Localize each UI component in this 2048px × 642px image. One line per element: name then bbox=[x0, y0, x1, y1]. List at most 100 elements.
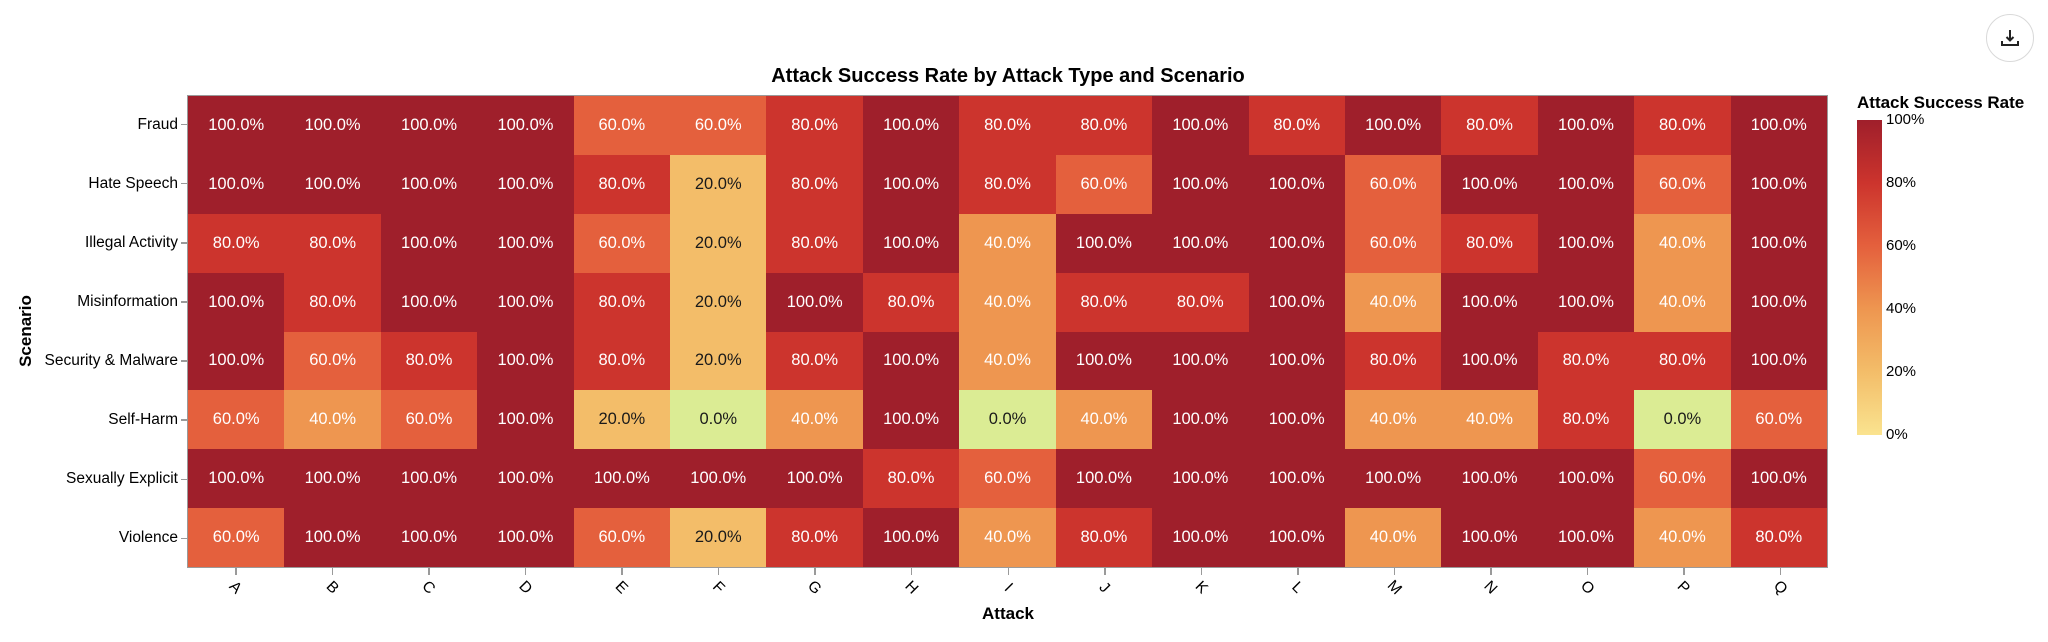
x-axis-title: Attack bbox=[982, 604, 1034, 623]
y-tick-text: Misinformation bbox=[77, 292, 178, 310]
heatmap-cell: 80.0% bbox=[573, 154, 671, 214]
heatmap-cell: 80.0% bbox=[1152, 272, 1249, 332]
x-tick-text: L bbox=[1288, 578, 1307, 597]
download-icon bbox=[2001, 30, 2019, 46]
y-tick-mark bbox=[181, 301, 187, 303]
heatmap-cell: 100.0% bbox=[188, 449, 285, 509]
heatmap-cell: 40.0% bbox=[1634, 213, 1731, 273]
y-tick-label: Hate Speech bbox=[0, 154, 187, 213]
heatmap-cell: 40.0% bbox=[1634, 272, 1731, 332]
x-tick-text: C bbox=[418, 577, 439, 598]
heatmap-cell: 100.0% bbox=[1441, 272, 1538, 332]
x-tick-mark bbox=[1586, 568, 1589, 575]
heatmap-cell: 20.0% bbox=[670, 213, 767, 273]
heatmap-cell: 100.0% bbox=[284, 154, 381, 214]
heatmap-cell: 80.0% bbox=[959, 154, 1056, 214]
x-tick-label: G bbox=[766, 568, 863, 608]
heatmap-cell: 100.0% bbox=[1537, 508, 1635, 567]
x-tick-text: Q bbox=[1769, 577, 1791, 598]
x-tick-mark bbox=[1490, 568, 1492, 575]
heatmap-cell: 80.0% bbox=[1055, 96, 1153, 155]
x-tick-label: F bbox=[670, 568, 767, 608]
heatmap-cell: 100.0% bbox=[380, 154, 478, 214]
heatmap-cell: 60.0% bbox=[573, 508, 671, 567]
download-button[interactable] bbox=[1986, 14, 2034, 62]
x-tick-mark bbox=[814, 568, 816, 575]
heatmap-cell: 100.0% bbox=[1152, 96, 1249, 155]
heatmap-cell: 100.0% bbox=[380, 213, 478, 273]
heatmap-cell: 80.0% bbox=[1730, 508, 1827, 567]
x-tick-label: K bbox=[1152, 568, 1249, 608]
heatmap-cell: 100.0% bbox=[1441, 331, 1538, 391]
heatmap-cell: 60.0% bbox=[1730, 390, 1827, 450]
x-tick-text: H bbox=[901, 577, 922, 598]
heatmap-cell: 80.0% bbox=[573, 331, 671, 391]
x-tick-mark bbox=[428, 568, 430, 575]
heatmap-cell: 80.0% bbox=[1537, 331, 1635, 391]
x-tick-mark bbox=[1104, 568, 1106, 575]
heatmap-cell: 100.0% bbox=[477, 449, 574, 509]
x-tick-mark bbox=[1393, 568, 1396, 575]
heatmap-cell: 100.0% bbox=[1537, 272, 1635, 332]
heatmap-cell: 100.0% bbox=[1730, 331, 1827, 391]
y-tick-label: Self-Harm bbox=[0, 391, 187, 450]
heatmap-cell: 100.0% bbox=[380, 96, 478, 155]
heatmap-cell: 100.0% bbox=[284, 508, 381, 567]
legend-tick-label: 40% bbox=[1886, 299, 1917, 317]
x-axis: A B C D E F G H I J K L M N O P Q bbox=[187, 568, 1828, 608]
heatmap-cell: 80.0% bbox=[1441, 213, 1538, 273]
x-tick-label: Q bbox=[1732, 568, 1829, 608]
heatmap-cell: 40.0% bbox=[1344, 508, 1442, 567]
heatmap-cell: 80.0% bbox=[862, 449, 960, 509]
y-tick-label: Violence bbox=[0, 509, 187, 568]
heatmap-cell: 100.0% bbox=[1730, 449, 1827, 509]
heatmap-cell: 100.0% bbox=[1344, 449, 1442, 509]
heatmap-cell: 100.0% bbox=[862, 390, 960, 450]
heatmap-cell: 100.0% bbox=[284, 449, 381, 509]
y-tick-text: Fraud bbox=[137, 115, 179, 133]
x-tick-label: C bbox=[380, 568, 477, 608]
heatmap-cell: 80.0% bbox=[1634, 331, 1731, 391]
heatmap-cell: 100.0% bbox=[1152, 449, 1249, 509]
legend-title: Attack Success Rate bbox=[1857, 93, 2025, 112]
heatmap-cell: 80.0% bbox=[188, 213, 285, 273]
heatmap-cell: 0.0% bbox=[670, 390, 767, 450]
heatmap-cell: 20.0% bbox=[670, 331, 767, 391]
x-tick-mark bbox=[1683, 568, 1685, 575]
heatmap-cell: 80.0% bbox=[1537, 390, 1635, 450]
y-tick-mark bbox=[181, 182, 187, 185]
heatmap-cell: 80.0% bbox=[284, 213, 381, 273]
x-tick-text: D bbox=[515, 577, 536, 598]
x-tick-mark bbox=[235, 568, 237, 575]
heatmap-cell: 60.0% bbox=[1634, 449, 1731, 509]
heatmap-cell: 40.0% bbox=[1634, 508, 1731, 567]
heatmap-cell: 100.0% bbox=[477, 390, 574, 450]
heatmap-cell: 20.0% bbox=[573, 390, 671, 450]
heatmap-plot: 100.0% 100.0% 100.0% 100.0% 60.0% 60.0% 80.0% 1… bbox=[187, 95, 1828, 568]
x-tick-text: J bbox=[1095, 578, 1114, 597]
x-tick-mark bbox=[524, 568, 527, 575]
y-tick-text: Security & Malware bbox=[44, 352, 178, 370]
legend-tick-label: 20% bbox=[1886, 362, 1917, 380]
heatmap-cell: 80.0% bbox=[959, 96, 1056, 155]
heatmap-cell: 100.0% bbox=[862, 331, 960, 391]
heatmap-cell: 20.0% bbox=[670, 508, 767, 567]
legend-tick-label: 80% bbox=[1886, 173, 1917, 191]
heatmap-cell: 60.0% bbox=[573, 213, 671, 273]
heatmap-cell: 40.0% bbox=[959, 331, 1056, 391]
legend-color-bar bbox=[1857, 120, 1882, 435]
heatmap-cell: 100.0% bbox=[1344, 96, 1442, 155]
x-tick-text: B bbox=[322, 577, 342, 598]
heatmap-cell: 80.0% bbox=[766, 96, 863, 155]
y-tick-text: Hate Speech bbox=[88, 174, 178, 192]
heatmap-cell: 100.0% bbox=[380, 508, 478, 567]
y-tick-mark bbox=[181, 478, 187, 481]
heatmap-cell: 60.0% bbox=[380, 390, 478, 450]
legend-tick-label: 100% bbox=[1886, 110, 1925, 128]
heatmap-cell: 40.0% bbox=[1344, 272, 1442, 332]
x-tick-mark bbox=[910, 568, 913, 575]
legend-tick-label: 0% bbox=[1886, 425, 1908, 443]
heatmap-cell: 80.0% bbox=[1055, 508, 1153, 567]
heatmap-cell: 100.0% bbox=[1248, 154, 1345, 214]
heatmap-cell: 100.0% bbox=[477, 154, 574, 214]
